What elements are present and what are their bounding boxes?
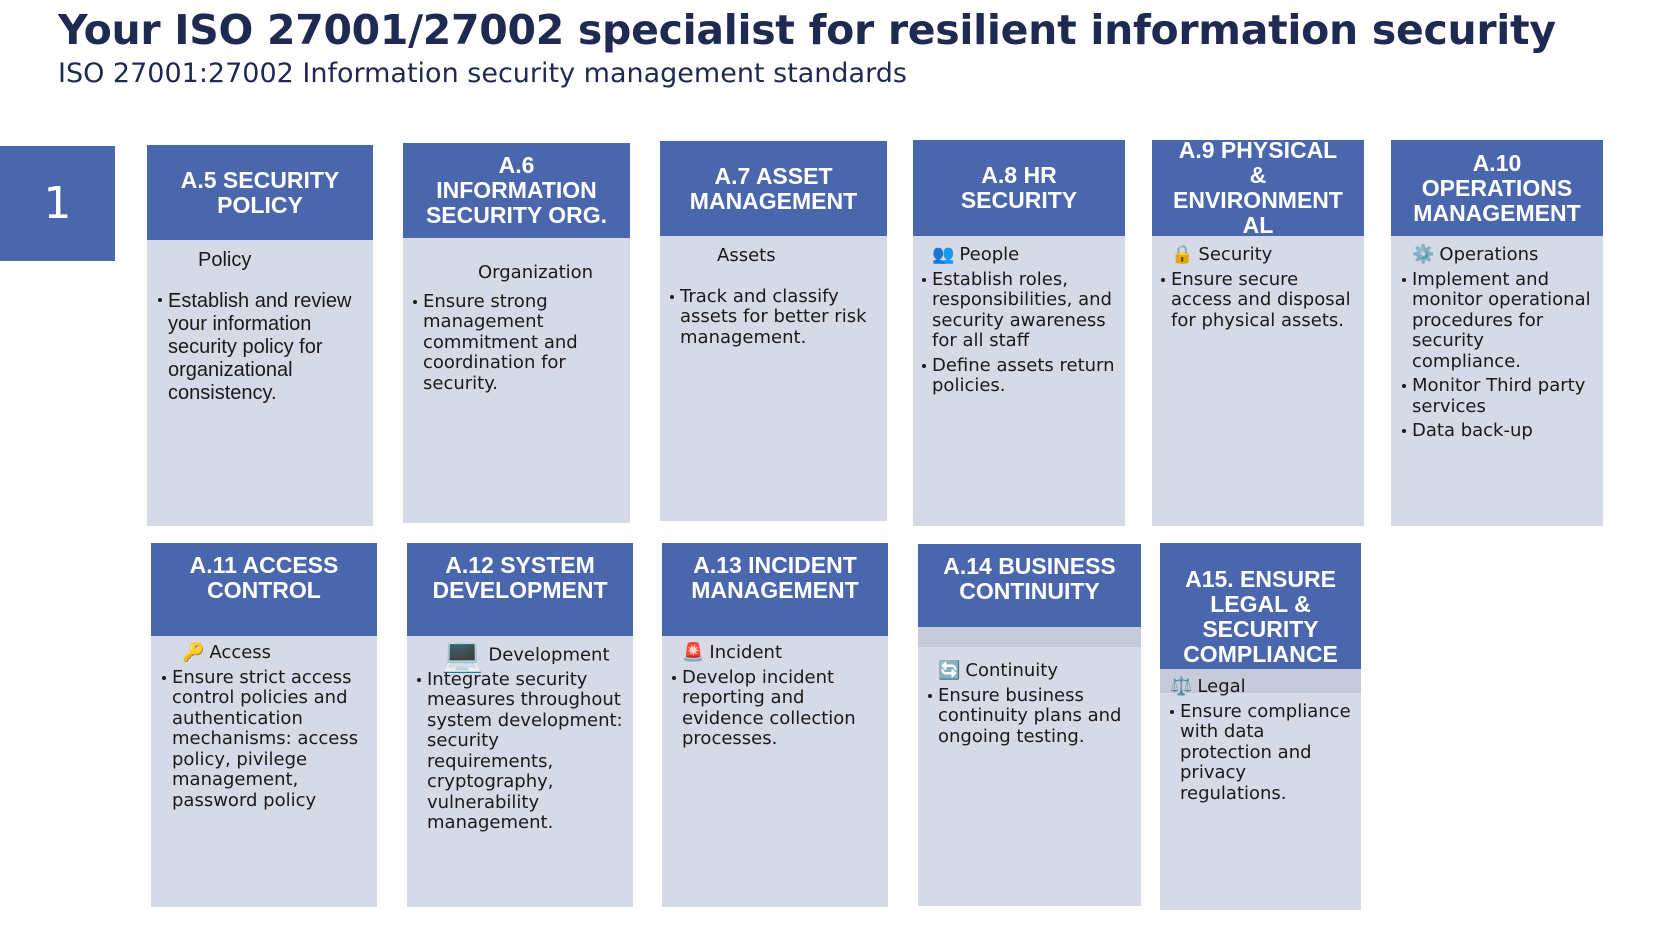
bullet-list: Integrate security measures throughout s… (417, 669, 627, 834)
card-a12-system-development: A.12 SYSTEM DEVELOPMENT 💻 Development Inte… (407, 543, 633, 907)
card-a6-information-security-org: A.6 INFORMATION SECURITY ORG. Organization… (403, 143, 630, 523)
card-divider (1160, 669, 1361, 693)
card-subtitle: ⚙️ Operations (1412, 244, 1539, 265)
card-subtitle: Assets (717, 245, 776, 266)
bullet-list: Establish roles, responsibilities, and s… (922, 269, 1119, 397)
card-a7-asset-management: A.7 ASSET MANAGEMENT Assets Track and cla… (660, 141, 887, 521)
card-subtitle: ⚖️ Legal (1170, 676, 1246, 697)
card-heading: A.11 ACCESS CONTROL (151, 543, 377, 636)
page-subtitle: ISO 27001:27002 Information security man… (58, 58, 907, 89)
card-a11-access-control: A.11 ACCESS CONTROL 🔑 Access Ensure strict… (151, 543, 377, 907)
card-heading: A.13 INCIDENT MANAGEMENT (662, 543, 888, 636)
list-item: Ensure strict access control policies an… (162, 667, 369, 812)
bullet-list: Implement and monitor operational proced… (1402, 269, 1597, 442)
refresh-icon: 🔄 (938, 660, 961, 681)
card-body: Policy Establish and review your informa… (147, 249, 373, 409)
card-body: Assets Track and classify assets for bet… (660, 245, 887, 352)
list-item: Integrate security measures throughout s… (417, 669, 627, 834)
card-subtitle: Policy (198, 249, 252, 271)
bullet-list: Ensure compliance with data protection a… (1170, 701, 1355, 805)
bullet-list: Ensure strong management commitment and … (413, 291, 622, 395)
bullet-list: Ensure secure access and disposal for ph… (1161, 269, 1358, 332)
list-item: Implement and monitor operational proced… (1402, 269, 1597, 373)
list-item: Ensure secure access and disposal for ph… (1161, 269, 1358, 332)
card-subtitle: 🔄 Continuity (938, 660, 1058, 681)
card-a9-physical-environmental: A.9 PHYSICAL & ENVIRONMENT AL 🔒 Security Ens… (1152, 140, 1364, 526)
list-item: Define assets return policies. (922, 355, 1119, 397)
list-item: Ensure business continuity plans and ong… (928, 685, 1135, 748)
card-body: ⚖️ Legal Ensure compliance with data prot… (1160, 676, 1361, 808)
bullet-list: Ensure business continuity plans and ong… (928, 685, 1135, 748)
scales-icon: ⚖️ (1170, 676, 1193, 697)
card-heading: A.10 OPERATIONS MANAGEMENT (1391, 140, 1603, 236)
list-item: Ensure compliance with data protection a… (1170, 701, 1355, 805)
page-title: Your ISO 27001/27002 specialist for resi… (58, 6, 1556, 54)
card-body: 🔒 Security Ensure secure access and dispo… (1152, 244, 1364, 335)
card-body: 🔑 Access Ensure strict access control pol… (151, 642, 377, 815)
card-body: 🚨 Incident Develop incident reporting and… (662, 642, 888, 754)
list-item: Establish roles, responsibilities, and s… (922, 269, 1119, 352)
card-body: ⚙️ Operations Implement and monitor opera… (1391, 244, 1603, 446)
list-item: Ensure strong management commitment and … (413, 291, 622, 395)
card-heading: A.8 HR SECURITY (913, 140, 1125, 236)
gear-icon: ⚙️ (1412, 244, 1435, 265)
card-a10-operations-management: A.10 OPERATIONS MANAGEMENT ⚙️ Operations Im… (1391, 140, 1603, 526)
card-heading: A.12 SYSTEM DEVELOPMENT (407, 543, 633, 636)
card-subtitle: 👥 People (932, 244, 1020, 265)
bullet-list: Ensure strict access control policies an… (162, 667, 369, 812)
card-a15-legal-security-compliance: A15. ENSURE LEGAL & SECURITY COMPLIANCE ⚖️ L… (1160, 543, 1361, 910)
card-heading: A.14 BUSINESS CONTINUITY (918, 544, 1141, 627)
card-subtitle: 🚨 Incident (682, 642, 783, 663)
slide-number-badge: 1 (0, 146, 115, 261)
list-item: Track and classify assets for better ris… (670, 286, 879, 349)
list-item: Monitor Third party services (1402, 375, 1597, 417)
card-heading: A.6 INFORMATION SECURITY ORG. (403, 143, 630, 238)
card-heading: A.7 ASSET MANAGEMENT (660, 141, 887, 236)
bullet-list: Develop incident reporting and evidence … (672, 667, 882, 750)
card-a14-business-continuity: A.14 BUSINESS CONTINUITY 🔄 Continuity Ensu… (918, 544, 1141, 906)
card-subtitle: 💻 Development (441, 635, 610, 675)
list-item: Develop incident reporting and evidence … (672, 667, 882, 750)
card-a8-hr-security: A.8 HR SECURITY 👥 People Establish roles, … (913, 140, 1125, 526)
card-heading: A15. ENSURE LEGAL & SECURITY COMPLIANCE (1160, 543, 1361, 669)
siren-icon: 🚨 (682, 642, 705, 663)
card-body: Organization Ensure strong management co… (403, 262, 630, 398)
card-heading: A.9 PHYSICAL & ENVIRONMENT AL (1152, 140, 1364, 238)
card-body: 💻 Development Integrate security measures… (407, 635, 633, 838)
bullet-list: Establish and review your information se… (158, 290, 363, 405)
card-heading: A.5 SECURITY POLICY (147, 145, 373, 240)
list-item: Establish and review your information se… (158, 290, 363, 405)
card-subtitle: 🔒 Security (1171, 244, 1273, 265)
list-item: Data back-up (1402, 420, 1597, 442)
lock-icon: 🔒 (1171, 244, 1194, 265)
card-body: 👥 People Establish roles, responsibilitie… (913, 244, 1125, 401)
laptop-icon: 💻 (441, 635, 484, 675)
card-divider (918, 627, 1141, 647)
bullet-list: Track and classify assets for better ris… (670, 286, 879, 349)
card-a13-incident-management: A.13 INCIDENT MANAGEMENT 🚨 Incident Develo… (662, 543, 888, 907)
card-subtitle: 🔑 Access (182, 642, 272, 663)
people-icon: 👥 (932, 244, 955, 265)
card-subtitle: Organization (478, 262, 594, 283)
card-a5-security-policy: A.5 SECURITY POLICY Policy Establish and … (147, 145, 373, 526)
key-icon: 🔑 (182, 642, 205, 663)
card-body: 🔄 Continuity Ensure business continuity p… (918, 660, 1141, 751)
